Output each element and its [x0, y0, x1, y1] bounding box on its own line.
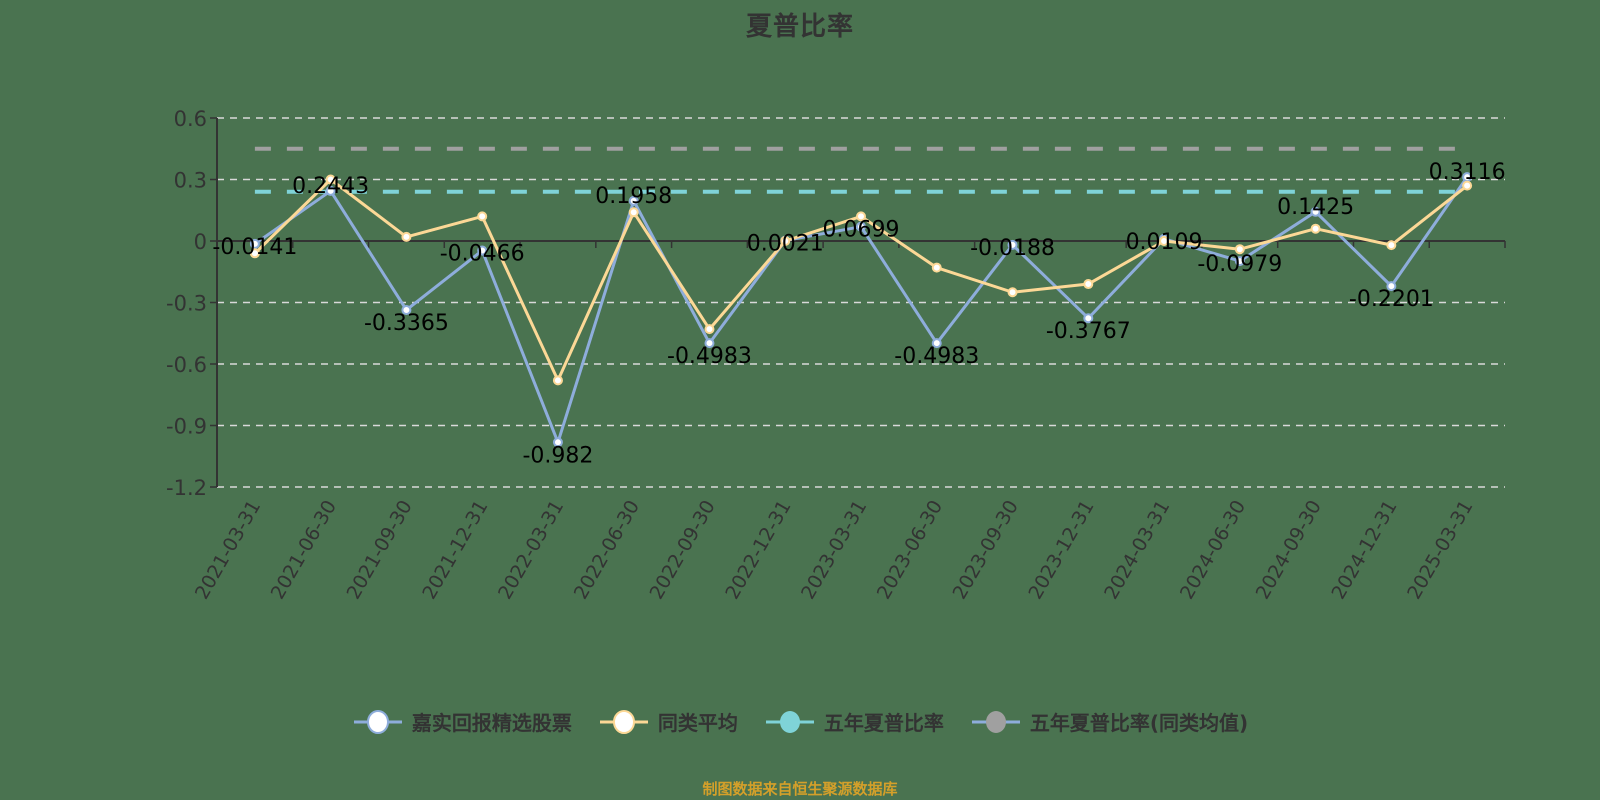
data-label: -0.4983: [667, 344, 752, 369]
data-label: 0.3116: [1429, 160, 1506, 185]
data-point[interactable]: [325, 174, 336, 185]
data-label: -0.0466: [440, 242, 525, 267]
y-tick-label: 0: [194, 230, 207, 254]
x-tick-label: 2022-06-30: [570, 497, 644, 604]
x-tick-label: 2022-03-31: [494, 497, 568, 604]
data-label: -0.4983: [894, 344, 979, 369]
data-point[interactable]: [552, 375, 563, 386]
data-label: 0.0021: [747, 232, 824, 257]
data-series: [249, 172, 1473, 448]
y-tick-label: 0.3: [174, 169, 207, 193]
data-labels: -0.0141 0.2443 -0.3365 -0.0466 -0.982 0.1958 -…: [212, 160, 1505, 468]
data-point[interactable]: [477, 245, 488, 256]
data-label: 0.1425: [1277, 195, 1354, 220]
chart-title: 夏普比率: [745, 12, 854, 42]
legend-item-peer-average[interactable]: 同类平均: [598, 707, 738, 736]
x-tick-label: 2022-12-31: [721, 497, 795, 604]
data-point[interactable]: [1310, 223, 1321, 234]
reference-lines: [254, 146, 1468, 194]
data-point[interactable]: [401, 304, 412, 315]
data-point[interactable]: [704, 324, 715, 335]
x-tick-label: 2021-06-30: [267, 497, 341, 604]
data-point[interactable]: [1234, 244, 1245, 255]
x-tick-label: 2023-12-31: [1024, 497, 1098, 604]
data-label: -0.3767: [1046, 319, 1131, 344]
data-label: -0.0979: [1197, 252, 1282, 277]
legend-item-five-year-sharpe-peer[interactable]: 五年夏普比率(同类均值): [970, 707, 1248, 736]
data-label: 0.0699: [823, 218, 900, 243]
legend-label: 五年夏普比率: [823, 711, 944, 735]
data-label: -0.2201: [1349, 287, 1434, 312]
data-label: -0.3365: [364, 311, 449, 336]
data-point[interactable]: [1007, 239, 1018, 250]
x-tick-label: 2021-12-31: [418, 497, 492, 604]
x-tick-label: 2024-12-31: [1327, 497, 1401, 604]
x-tick-label: 2025-03-31: [1403, 497, 1477, 604]
legend-label: 嘉实回报精选股票: [411, 711, 572, 735]
legend-marker-icon: [353, 709, 402, 734]
data-point[interactable]: [856, 221, 866, 232]
data-point[interactable]: [856, 211, 866, 222]
legend-item-fund[interactable]: 嘉实回报精选股票: [352, 707, 572, 736]
data-point[interactable]: [1083, 313, 1094, 324]
data-label: -0.0188: [970, 236, 1055, 261]
y-tick-label: -0.9: [166, 415, 207, 439]
x-tick-label: 2023-06-30: [873, 496, 947, 603]
x-tick-label: 2023-03-31: [797, 497, 871, 604]
x-tick-label: 2023-09-30: [949, 497, 1023, 604]
x-tick-label: 2021-03-31: [191, 497, 265, 604]
data-point[interactable]: [1007, 287, 1018, 298]
x-tick-label: 2021-09-30: [342, 496, 416, 603]
data-point[interactable]: [931, 338, 942, 349]
legend-item-five-year-sharpe[interactable]: 五年夏普比率: [764, 707, 944, 736]
data-point[interactable]: [477, 211, 488, 222]
legend-marker-icon: [971, 710, 1020, 733]
x-tick-label: 2024-03-31: [1100, 497, 1174, 604]
data-point[interactable]: [628, 195, 639, 206]
data-source-footer: 制图数据来自恒生聚源数据库: [702, 780, 898, 798]
grid-lines: [217, 117, 1505, 488]
data-point[interactable]: [1310, 206, 1321, 217]
x-tick-label: 2022-09-30: [646, 497, 720, 604]
y-tick-label: -0.3: [166, 292, 207, 316]
data-label: 0.0109: [1126, 230, 1203, 255]
data-point[interactable]: [401, 231, 412, 242]
chart-legend: 嘉实回报精选股票 同类平均 五年夏普比率 五年夏普比率(同类均值): [0, 707, 1600, 736]
data-point[interactable]: [780, 236, 791, 246]
y-tick-label: -0.6: [166, 353, 207, 377]
data-point[interactable]: [628, 207, 639, 218]
data-point[interactable]: [325, 185, 336, 196]
x-tick-label: 2024-09-30: [1252, 497, 1326, 604]
data-point[interactable]: [1083, 279, 1094, 290]
legend-marker-icon: [765, 710, 814, 733]
data-point[interactable]: [931, 262, 942, 273]
data-label: 0.1958: [595, 184, 672, 209]
data-point[interactable]: [1386, 281, 1397, 292]
y-tick-label: -1.2: [166, 476, 207, 500]
data-point[interactable]: [249, 238, 260, 249]
data-label: -0.982: [522, 443, 593, 468]
x-tick-label: 2024-06-30: [1176, 497, 1250, 604]
y-tick-label: 0.6: [174, 107, 207, 131]
data-point[interactable]: [704, 338, 715, 349]
data-point[interactable]: [1386, 240, 1397, 251]
data-point[interactable]: [249, 248, 260, 259]
data-label: -0.0141: [212, 235, 297, 260]
data-point[interactable]: [1234, 256, 1245, 267]
legend-label: 同类平均: [657, 711, 738, 735]
data-point[interactable]: [1462, 180, 1473, 191]
data-point[interactable]: [1159, 236, 1170, 246]
data-point[interactable]: [552, 437, 563, 448]
legend-label: 五年夏普比率(同类均值): [1029, 711, 1249, 735]
legend-marker-icon: [599, 709, 648, 734]
data-label: 0.2443: [292, 174, 369, 199]
